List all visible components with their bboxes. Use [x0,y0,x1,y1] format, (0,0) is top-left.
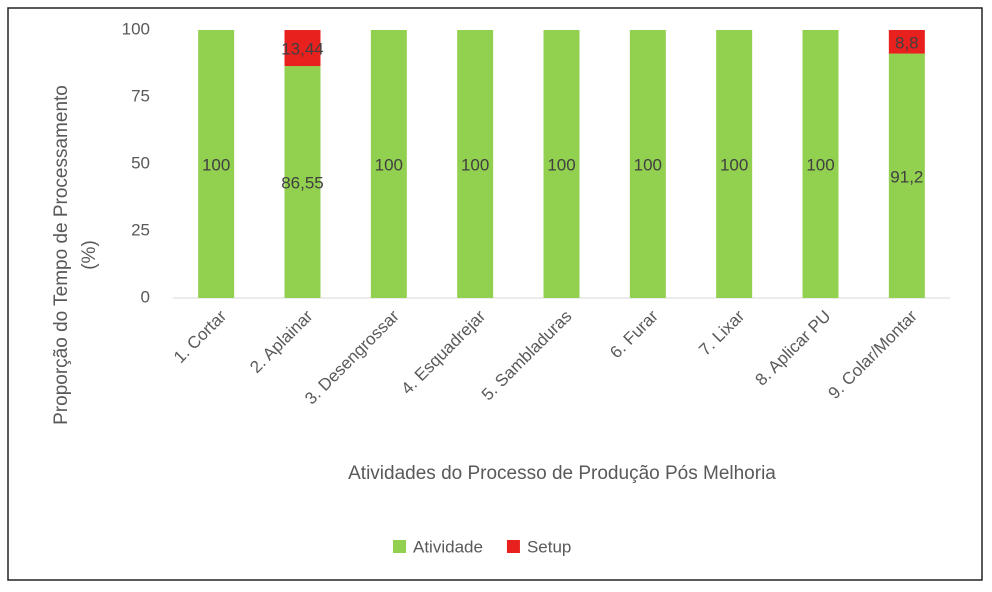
y-axis-title: (%) [79,240,100,270]
y-tick-label: 0 [141,287,150,306]
data-label: 100 [720,155,748,174]
data-label: 91,2 [890,167,923,186]
legend-swatch [506,540,520,553]
data-label: 100 [634,155,662,174]
bar-segment [370,30,407,298]
bar-segment [888,53,925,298]
x-axis-title: Atividades do Processo de Produção Pós M… [348,463,776,484]
data-label: 13,44 [281,40,324,59]
data-label: 100 [375,155,403,174]
y-axis-title: Proporção do Tempo de Processamento [51,85,72,425]
bar-segment [629,30,666,298]
legend-label: Setup [527,537,571,556]
bar-segment [284,66,321,299]
y-tick-label: 50 [131,153,150,172]
bar-segment [543,30,580,298]
bar-segment [284,30,321,67]
data-label: 100 [806,155,834,174]
y-tick-label: 25 [131,220,150,239]
y-tick-label: 75 [131,86,150,105]
bar-segment [457,30,494,298]
legend-label: Atividade [413,537,483,556]
bar-segment [198,30,235,298]
data-label: 100 [461,155,489,174]
data-label: 100 [202,155,230,174]
data-label: 100 [547,155,575,174]
bar-segment [716,30,753,298]
data-label: 86,55 [281,174,324,193]
data-label: 8,8 [895,33,919,52]
y-tick-label: 100 [122,19,150,38]
bar-segment [802,30,839,298]
bar-segment [888,30,925,54]
legend-swatch [393,540,406,553]
